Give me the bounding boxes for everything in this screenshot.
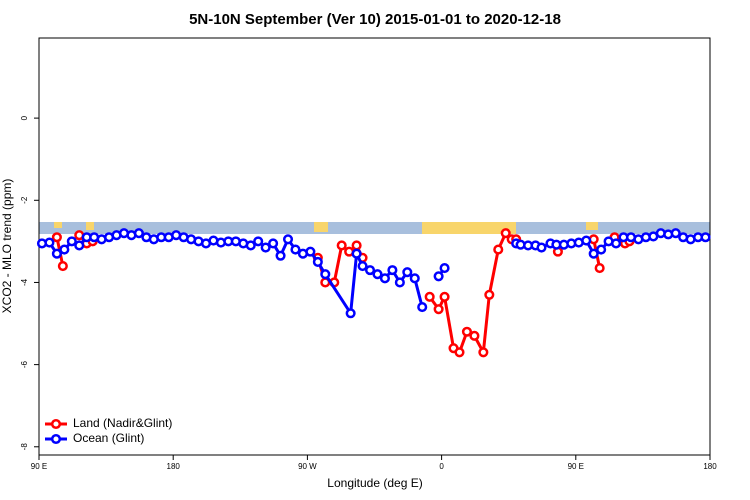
data-point <box>74 240 85 251</box>
data-point <box>581 235 592 246</box>
data-point <box>305 246 316 257</box>
data-point <box>611 238 622 249</box>
data-point <box>320 269 331 280</box>
data-point <box>433 271 444 282</box>
data-point <box>282 234 294 245</box>
data-point <box>336 240 347 251</box>
data-point <box>51 232 62 243</box>
data-point <box>454 347 465 358</box>
data-point <box>409 273 420 284</box>
data-point <box>44 237 55 248</box>
data-point <box>596 244 607 255</box>
data-point <box>588 248 599 259</box>
x-tick-label: 180 <box>167 462 181 471</box>
data-point <box>268 238 279 249</box>
y-tick-label: -8 <box>20 443 29 451</box>
data-point <box>424 291 435 302</box>
data-point <box>357 260 368 272</box>
data-point <box>59 244 70 255</box>
data-point <box>290 244 301 255</box>
data-point <box>345 308 356 319</box>
data-point <box>493 244 504 255</box>
data-point <box>133 228 144 239</box>
y-tick-label: -2 <box>20 196 29 204</box>
data-point <box>364 265 376 276</box>
y-tick-label: -4 <box>20 278 29 286</box>
data-point <box>484 289 495 300</box>
data-point <box>402 267 413 278</box>
data-point <box>536 242 547 253</box>
y-axis-label: XCO2 - MLO trend (ppm) <box>0 179 14 314</box>
x-tick-label: 0 <box>439 462 444 471</box>
data-point <box>260 242 271 253</box>
data-point <box>594 263 605 274</box>
data-point <box>469 330 480 341</box>
legend-swatch-marker <box>50 418 62 430</box>
data-point <box>394 277 405 288</box>
data-point <box>500 228 511 239</box>
data-point <box>351 240 362 251</box>
plot-area <box>39 38 710 455</box>
data-point <box>351 248 362 259</box>
data-point <box>433 304 444 315</box>
legend-swatch-marker <box>50 433 62 445</box>
chart-title: 5N-10N September (Ver 10) 2015-01-01 to … <box>189 11 561 28</box>
x-tick-label: 180 <box>703 462 717 471</box>
data-point <box>372 269 383 280</box>
data-point <box>66 236 77 247</box>
data-point <box>57 260 68 272</box>
x-axis-label: Longitude (deg E) <box>327 476 422 490</box>
x-tick-label: 90 E <box>31 462 47 471</box>
data-point <box>387 265 398 276</box>
data-point <box>275 250 286 261</box>
data-point <box>253 236 264 247</box>
data-point <box>461 326 472 337</box>
data-point <box>478 347 489 358</box>
x-tick-label: 90 E <box>568 462 584 471</box>
data-point <box>379 273 390 284</box>
data-point <box>245 240 256 251</box>
land-ocean-strip <box>39 222 710 234</box>
y-tick-label: -6 <box>20 361 29 369</box>
data-point <box>439 291 450 302</box>
data-point <box>417 302 428 313</box>
data-point <box>700 232 711 243</box>
legend-label: Land (Nadir&Glint) <box>73 416 172 430</box>
data-point <box>312 256 323 267</box>
x-tick-label: 90 W <box>298 462 317 471</box>
y-tick-label: 0 <box>20 115 29 120</box>
data-point <box>670 228 681 239</box>
data-point <box>439 263 450 274</box>
data-point <box>51 248 62 259</box>
legend-label: Ocean (Glint) <box>73 431 144 445</box>
